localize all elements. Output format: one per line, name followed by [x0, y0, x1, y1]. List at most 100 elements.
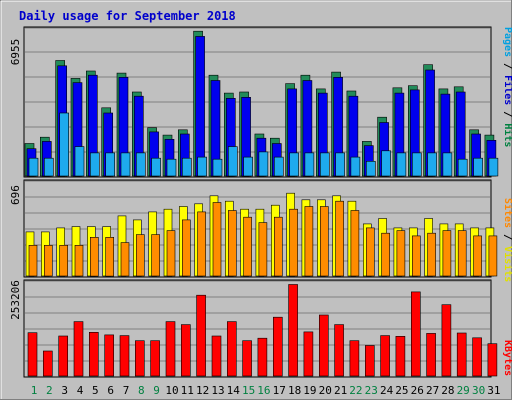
legend-kbytes-label: KBytes — [502, 340, 512, 376]
bar-kbytes-day-8 — [135, 340, 145, 377]
bar-pages-day-5 — [90, 152, 100, 177]
bar-pages-day-14 — [228, 146, 238, 177]
x-tick-label-day-27: 27 — [426, 384, 439, 397]
bar-sites-day-24 — [381, 232, 390, 277]
x-tick-label-day-24: 24 — [380, 384, 394, 397]
bar-kbytes-day-31 — [487, 343, 498, 377]
bar-pages-day-31 — [488, 157, 499, 177]
bar-pages-day-11 — [182, 157, 192, 177]
bar-kbytes-day-4 — [73, 321, 84, 377]
x-tick-label-day-22: 22 — [349, 384, 362, 397]
bar-pages-day-9 — [151, 157, 161, 177]
bar-kbytes-day-20 — [318, 314, 329, 377]
x-tick-label-day-16: 16 — [257, 384, 270, 397]
bar-sites-day-17 — [273, 216, 283, 277]
bar-pages-day-21 — [335, 152, 345, 177]
bars-hits-files-pages — [24, 30, 499, 177]
bar-kbytes-day-2 — [42, 350, 53, 377]
bar-sites-day-28 — [442, 230, 452, 277]
legend-visits-sites: Sites / Visits — [502, 198, 512, 282]
bar-sites-day-10 — [166, 230, 176, 277]
y-max-label-kbytes: 253206 — [9, 280, 22, 320]
x-tick-label-day-25: 25 — [395, 384, 408, 397]
legend-sep: / — [502, 57, 512, 75]
bar-sites-day-15 — [243, 216, 252, 277]
legend-sep: / — [502, 228, 512, 246]
bar-sites-day-6 — [105, 237, 114, 277]
bar-sites-day-5 — [90, 237, 99, 277]
bar-pages-day-28 — [442, 152, 453, 177]
bar-pages-day-25 — [396, 152, 407, 177]
bar-kbytes-day-13 — [211, 335, 222, 377]
bar-sites-day-2 — [43, 245, 53, 277]
bar-kbytes-day-10 — [165, 321, 176, 377]
bars-kbytes — [27, 284, 498, 377]
bar-pages-day-15 — [243, 156, 253, 177]
x-tick-label-day-14: 14 — [227, 384, 241, 397]
bar-kbytes-day-11 — [181, 324, 191, 377]
bar-kbytes-day-21 — [334, 324, 344, 377]
x-tick-label-day-11: 11 — [181, 384, 194, 397]
bar-kbytes-day-7 — [119, 335, 130, 377]
bar-kbytes-day-27 — [426, 333, 436, 377]
x-tick-label-day-3: 3 — [61, 384, 68, 397]
bar-pages-day-16 — [258, 151, 269, 177]
bar-kbytes-day-22 — [349, 340, 360, 377]
bar-pages-day-30 — [473, 157, 483, 177]
x-tick-label-day-20: 20 — [319, 384, 332, 397]
bar-kbytes-day-1 — [27, 332, 38, 377]
bar-pages-day-13 — [212, 158, 223, 177]
panel-kbytes: 253206 KBytes — [9, 279, 512, 378]
bar-sites-day-25 — [396, 230, 406, 277]
bar-kbytes-day-14 — [227, 321, 237, 377]
bar-kbytes-day-12 — [196, 294, 206, 377]
bar-pages-day-3 — [59, 112, 70, 177]
x-tick-label-day-19: 19 — [303, 384, 316, 397]
bar-kbytes-day-18 — [288, 284, 298, 377]
bar-sites-day-31 — [488, 235, 498, 277]
bar-pages-day-20 — [319, 152, 330, 177]
bar-kbytes-day-19 — [303, 331, 314, 377]
x-tick-label-day-18: 18 — [288, 384, 301, 397]
x-tick-label-day-2: 2 — [46, 384, 53, 397]
bar-pages-day-23 — [365, 161, 376, 177]
bar-pages-day-19 — [304, 152, 315, 177]
x-tick-label-day-29: 29 — [457, 384, 470, 397]
bar-sites-day-4 — [74, 245, 84, 277]
bar-pages-day-12 — [197, 156, 207, 177]
bar-kbytes-day-6 — [104, 334, 114, 377]
x-tick-label-day-17: 17 — [273, 384, 286, 397]
bar-kbytes-day-15 — [242, 340, 252, 377]
bar-sites-day-30 — [473, 235, 482, 277]
legend-sep: / — [502, 105, 512, 123]
bar-kbytes-day-3 — [58, 335, 69, 377]
bar-kbytes-day-17 — [272, 316, 283, 377]
legend-files: Files — [502, 75, 512, 105]
legend-pages: Pages — [502, 27, 512, 57]
bar-sites-day-12 — [197, 211, 206, 277]
bar-pages-day-18 — [289, 152, 299, 177]
bar-sites-day-18 — [289, 208, 298, 277]
x-tick-label-day-7: 7 — [123, 384, 130, 397]
bar-sites-day-19 — [304, 206, 314, 277]
bar-kbytes-day-30 — [472, 337, 482, 377]
x-tick-label-day-4: 4 — [77, 384, 84, 397]
bar-sites-day-27 — [427, 232, 436, 277]
legend-hits-files-pages: Pages / Files / Hits — [502, 27, 512, 147]
bar-pages-day-24 — [381, 150, 391, 177]
x-axis-day-labels: 1 2 3 4 5 6 7 8 9 10 11 12 13 14 15 16 17 18 19 20 21 22 23 24 2… — [31, 384, 501, 397]
x-tick-label-day-9: 9 — [153, 384, 160, 397]
bar-pages-day-6 — [105, 152, 115, 177]
bar-sites-day-20 — [319, 206, 329, 277]
bar-pages-day-22 — [350, 156, 361, 177]
legend-visits: Visits — [502, 246, 512, 282]
bar-pages-day-4 — [74, 146, 85, 177]
bar-sites-day-9 — [151, 234, 160, 277]
bars-visits-sites — [25, 192, 498, 277]
panel-visits-sites: 696 Sites / Visits — [9, 179, 512, 282]
y-max-label-visits: 696 — [9, 185, 22, 205]
bar-pages-day-29 — [457, 158, 468, 177]
bar-sites-day-7 — [120, 242, 130, 277]
x-tick-label-day-28: 28 — [441, 384, 454, 397]
